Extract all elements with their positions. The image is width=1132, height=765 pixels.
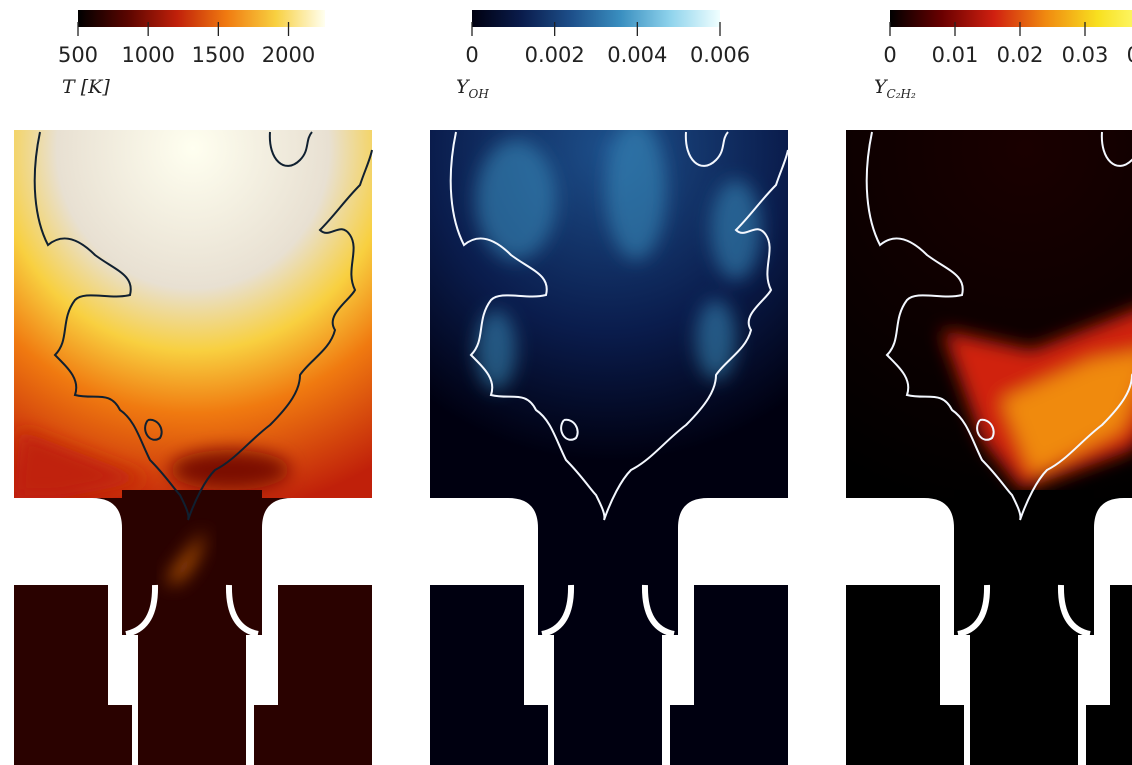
tick-label: 2000 <box>262 43 315 67</box>
wall-left <box>430 585 548 765</box>
wall-left <box>846 585 964 765</box>
colorbar-label: T [K] <box>62 76 110 98</box>
label-sub: OH <box>469 87 490 101</box>
tick-label: 0.006 <box>690 43 750 67</box>
tick-label: 0.03 <box>1062 43 1109 67</box>
tick-label: 0 <box>465 43 478 67</box>
label-sub: C₂H₂ <box>887 87 916 101</box>
colorbar-label: YOH <box>456 76 489 101</box>
colorbar <box>890 10 1132 27</box>
tick-label: 1000 <box>121 43 174 67</box>
wall-right <box>670 585 788 765</box>
tick-label: 0.02 <box>997 43 1044 67</box>
oh-region <box>606 120 666 260</box>
tick-label: 0.04 <box>1127 43 1132 67</box>
nozzle <box>970 630 1078 765</box>
field-view <box>14 130 372 765</box>
wall-left <box>14 585 132 765</box>
colorbar-label: YC₂H₂ <box>874 76 916 101</box>
tick-label: 0.01 <box>932 43 979 67</box>
tick-label: 1500 <box>192 43 245 67</box>
field-view <box>430 120 788 765</box>
tick-label: 0.002 <box>525 43 585 67</box>
label-main: T [K] <box>62 76 110 98</box>
colorbar <box>472 10 720 27</box>
nozzle <box>554 630 662 765</box>
oh-region <box>476 140 556 260</box>
tick-label: 0.004 <box>607 43 667 67</box>
tick-label: 0 <box>883 43 896 67</box>
field-view <box>846 130 1132 765</box>
wall-right <box>254 585 372 765</box>
figure: 500 1000 1500 2000 T [K] 0 0.002 0.004 0.006 YOH 0… <box>0 0 1132 765</box>
tick-label: 500 <box>58 43 98 67</box>
hot-region <box>170 450 290 490</box>
oh-region <box>696 300 736 380</box>
nozzle <box>138 630 246 765</box>
